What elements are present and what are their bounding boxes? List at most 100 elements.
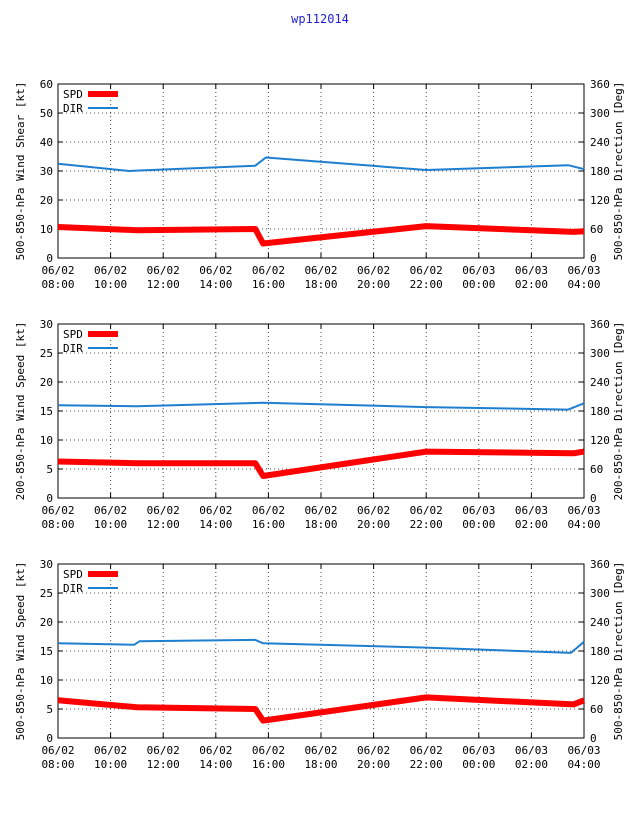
x-tick-label-date: 06/02: [41, 744, 74, 757]
x-tick-label-time: 14:00: [199, 518, 232, 531]
y2-axis-label: 500-850-hPa Direction [Deg]: [612, 562, 625, 741]
x-tick-label-time: 04:00: [567, 518, 600, 531]
y-tick-label: 60: [40, 78, 53, 91]
y2-axis-label: 200-850-hPa Direction [Deg]: [612, 322, 625, 501]
x-tick-label-date: 06/02: [199, 504, 232, 517]
x-tick-label-time: 10:00: [94, 758, 127, 771]
legend-label-spd: SPD: [63, 88, 83, 101]
x-tick-label-date: 06/03: [462, 744, 495, 757]
y2-tick-label: 60: [590, 703, 603, 716]
legend-label-spd: SPD: [63, 328, 83, 341]
y-tick-label: 25: [40, 587, 53, 600]
x-tick-label-time: 22:00: [410, 758, 443, 771]
x-tick-label-time: 00:00: [462, 278, 495, 291]
y2-tick-label: 120: [590, 194, 610, 207]
x-tick-label-date: 06/02: [147, 264, 180, 277]
chart-title: wp112014: [291, 12, 349, 26]
panel-2: [57, 323, 585, 499]
y2-tick-label: 300: [590, 347, 610, 360]
dir-series-line: [57, 401, 585, 411]
x-tick-label-date: 06/02: [357, 744, 390, 757]
x-tick-label-date: 06/02: [147, 504, 180, 517]
x-tick-label-date: 06/03: [462, 264, 495, 277]
y-axis-label: 500-850-hPa Wind Shear [kt]: [14, 82, 27, 261]
x-tick-label-time: 20:00: [357, 518, 390, 531]
dir-series-line: [57, 638, 585, 654]
x-tick-label-date: 06/03: [515, 744, 548, 757]
x-tick-label-date: 06/02: [410, 264, 443, 277]
x-tick-label-time: 08:00: [41, 758, 74, 771]
x-tick-label-time: 18:00: [304, 758, 337, 771]
panel-1: [57, 83, 585, 259]
x-tick-label-date: 06/02: [252, 504, 285, 517]
y-axis-label: 200-850-hPa Wind Speed [kt]: [14, 322, 27, 501]
legend-label-dir: DIR: [63, 102, 83, 115]
x-tick-label-date: 06/02: [304, 744, 337, 757]
x-tick-label-time: 08:00: [41, 278, 74, 291]
y-tick-label: 15: [40, 405, 53, 418]
y2-tick-label: 60: [590, 223, 603, 236]
y-tick-label: 10: [40, 674, 53, 687]
y2-tick-label: 240: [590, 376, 610, 389]
x-tick-label-date: 06/02: [94, 744, 127, 757]
spd-series-line: [57, 694, 586, 724]
y2-tick-label: 180: [590, 165, 610, 178]
x-tick-label-time: 14:00: [199, 758, 232, 771]
y-tick-label: 40: [40, 136, 53, 149]
y2-tick-label: 300: [590, 587, 610, 600]
legend-label-spd: SPD: [63, 568, 83, 581]
x-tick-label-date: 06/03: [462, 504, 495, 517]
x-tick-label-time: 16:00: [252, 518, 285, 531]
y-tick-label: 10: [40, 434, 53, 447]
x-tick-label-date: 06/02: [41, 504, 74, 517]
x-tick-label-time: 20:00: [357, 758, 390, 771]
y2-tick-label: 360: [590, 318, 610, 331]
y2-tick-label: 360: [590, 78, 610, 91]
x-tick-label-date: 06/03: [515, 264, 548, 277]
x-tick-label-date: 06/03: [567, 504, 600, 517]
y2-axis-label: 500-850-hPa Direction [Deg]: [612, 82, 625, 261]
y-tick-label: 30: [40, 165, 53, 178]
y2-tick-label: 240: [590, 616, 610, 629]
y-tick-label: 25: [40, 347, 53, 360]
y2-tick-label: 120: [590, 674, 610, 687]
x-tick-label-date: 06/02: [304, 264, 337, 277]
x-tick-label-time: 14:00: [199, 278, 232, 291]
x-tick-label-time: 12:00: [147, 758, 180, 771]
y-tick-label: 15: [40, 645, 53, 658]
y-tick-label: 0: [46, 492, 53, 505]
x-tick-label-time: 00:00: [462, 518, 495, 531]
panel-3: [57, 563, 586, 739]
x-tick-label-date: 06/02: [147, 744, 180, 757]
x-tick-label-time: 04:00: [567, 758, 600, 771]
x-tick-label-time: 20:00: [357, 278, 390, 291]
plot-frame: [57, 83, 585, 259]
plot-frame: [57, 563, 585, 739]
y-tick-label: 20: [40, 194, 53, 207]
y-tick-label: 5: [46, 463, 53, 476]
x-tick-label-time: 12:00: [147, 518, 180, 531]
y-tick-label: 10: [40, 223, 53, 236]
x-tick-label-time: 10:00: [94, 278, 127, 291]
x-tick-label-date: 06/02: [252, 744, 285, 757]
x-tick-label-date: 06/02: [357, 504, 390, 517]
y2-tick-label: 0: [590, 492, 597, 505]
x-tick-label-date: 06/02: [410, 504, 443, 517]
x-tick-label-date: 06/03: [515, 504, 548, 517]
y-tick-label: 20: [40, 616, 53, 629]
plot-frame: [57, 323, 585, 499]
spd-series-line: [57, 223, 585, 247]
x-tick-label-time: 22:00: [410, 518, 443, 531]
x-tick-label-time: 02:00: [515, 278, 548, 291]
x-tick-label-time: 02:00: [515, 518, 548, 531]
x-tick-label-time: 16:00: [252, 278, 285, 291]
y-tick-label: 30: [40, 558, 53, 571]
x-tick-label-time: 02:00: [515, 758, 548, 771]
y-axis-label: 500-850-hPa Wind Speed [kt]: [14, 562, 27, 741]
x-tick-label-date: 06/02: [304, 504, 337, 517]
y2-tick-label: 60: [590, 463, 603, 476]
y2-tick-label: 240: [590, 136, 610, 149]
y-tick-label: 30: [40, 318, 53, 331]
x-tick-label-date: 06/02: [410, 744, 443, 757]
x-tick-label-time: 18:00: [304, 518, 337, 531]
